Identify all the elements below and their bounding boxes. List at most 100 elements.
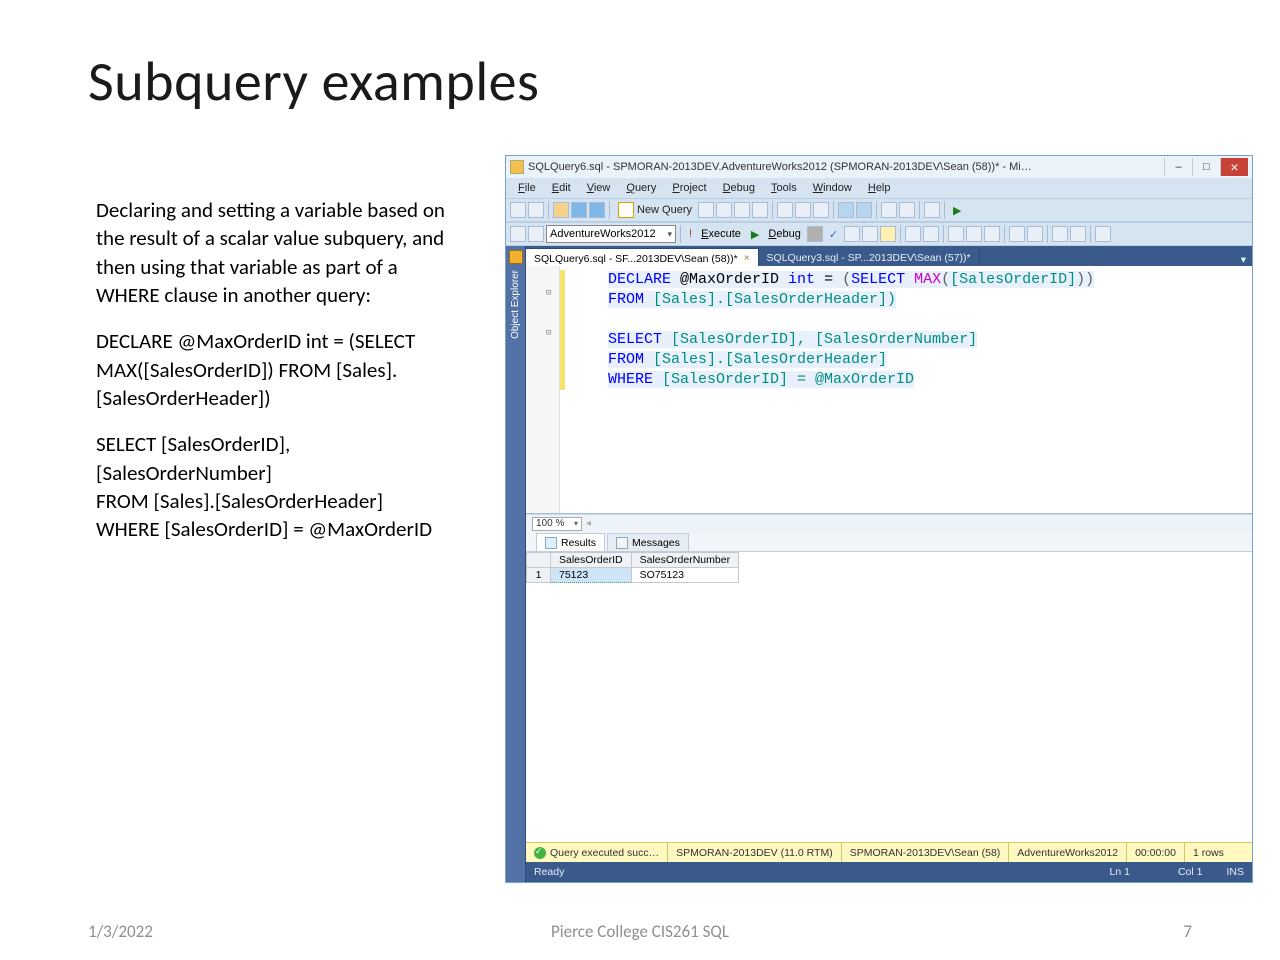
query-status-label: Query executed succ… (550, 847, 659, 859)
app-icon (510, 160, 524, 174)
menu-project[interactable]: Project (666, 180, 712, 196)
cell-salesorderid: 75123 (551, 568, 632, 583)
tb2-icon-i[interactable] (966, 226, 982, 242)
db-label: AdventureWorks2012 (1009, 843, 1127, 862)
database-combo[interactable]: AdventureWorks2012 (546, 225, 676, 243)
menu-view[interactable]: View (581, 180, 617, 196)
window-buttons (1164, 158, 1248, 176)
tb-redo-icon[interactable] (856, 202, 872, 218)
menu-edit[interactable]: Edit (546, 180, 577, 196)
tb2-icon-d[interactable] (862, 226, 878, 242)
query-status-strip: Query executed succ… SPMORAN-2013DEV (11… (526, 842, 1252, 862)
tab-results[interactable]: Results (536, 533, 605, 551)
database-label: AdventureWorks2012 (550, 228, 656, 240)
new-query-button[interactable]: New Query (614, 202, 696, 218)
table-row[interactable]: 1 75123 SO75123 (527, 568, 739, 583)
col-salesorderid[interactable]: SalesOrderID (551, 553, 632, 568)
execute-button[interactable]: ! Execute (685, 228, 745, 240)
tb-indent-icon[interactable] (1052, 226, 1068, 242)
tab-query3-label: SQLQuery3.sql - SP...2013DEV\Sean (57))* (767, 252, 971, 264)
intro-text: Declaring and setting a variable based o… (96, 196, 466, 309)
tb2-icon-f[interactable] (905, 226, 921, 242)
footer-course: Pierce College CIS261 SQL (551, 921, 729, 942)
tb2-icon-j[interactable] (984, 226, 1000, 242)
ssms-window: SQLQuery6.sql - SPMORAN-2013DEV.Adventur… (505, 155, 1253, 883)
tb-icon-e[interactable] (881, 202, 897, 218)
success-icon (534, 847, 546, 859)
tab-query3[interactable]: SQLQuery3.sql - SP...2013DEV\Sean (57))* (759, 248, 980, 266)
left-column: Declaring and setting a variable based o… (96, 196, 466, 562)
footer-page: 7 (1183, 921, 1192, 942)
tb-stop-icon[interactable] (807, 226, 823, 242)
menu-file[interactable]: File (512, 180, 542, 196)
tb2-icon-b[interactable] (528, 226, 544, 242)
grid-corner (527, 553, 551, 568)
tb-paste-icon[interactable] (813, 202, 829, 218)
tb2-icon-k[interactable] (1009, 226, 1025, 242)
debug-button[interactable]: ▶ Debug (747, 228, 805, 241)
menu-window[interactable]: Window (807, 180, 858, 196)
tab-query6-label: SQLQuery6.sql - SF...2013DEV\Sean (58))* (534, 253, 738, 265)
minimize-button[interactable] (1164, 158, 1192, 176)
menubar: File Edit View Query Project Debug Tools… (506, 178, 1252, 198)
tb2-icon-m[interactable] (1095, 226, 1111, 242)
tb2-icon-h[interactable] (948, 226, 964, 242)
zoom-value: 100 % (536, 518, 564, 529)
toolbar-2: AdventureWorks2012 ! Execute ▶ Debug ✓ (506, 222, 1252, 246)
tb-undo-icon[interactable] (838, 202, 854, 218)
tb2-icon-c[interactable] (844, 226, 860, 242)
results-table: SalesOrderID SalesOrderNumber 1 75123 SO… (526, 552, 739, 583)
zoom-combo[interactable]: 100 % (532, 517, 582, 531)
tb2-icon-e[interactable] (880, 226, 896, 242)
tb-icon-c[interactable] (734, 202, 750, 218)
tb-icon-b[interactable] (716, 202, 732, 218)
results-tabs: Results Messages (526, 532, 1252, 552)
tb-copy-icon[interactable] (795, 202, 811, 218)
outline-toggle-1[interactable]: ⊟ (546, 288, 551, 298)
change-marker (560, 270, 565, 390)
col-salesordernumber[interactable]: SalesOrderNumber (631, 553, 738, 568)
tb2-icon-a[interactable] (510, 226, 526, 242)
tb-start-icon[interactable]: ▶ (949, 204, 965, 217)
tb2-icon-l[interactable] (1027, 226, 1043, 242)
user-label: SPMORAN-2013DEV\Sean (58) (842, 843, 1010, 862)
tab-messages-label: Messages (632, 537, 680, 549)
sql-editor[interactable]: ⊟ ⊟ DECLARE @MaxOrderID int = (SELECT MA… (526, 266, 1252, 514)
status-col: Col 1 (1154, 866, 1227, 878)
query-status: Query executed succ… (526, 843, 668, 862)
code-block-1: DECLARE @MaxOrderID int = (SELECT MAX([S… (96, 327, 466, 412)
slide-footer: 1/3/2022 Pierce College CIS261 SQL 7 (0, 921, 1280, 942)
outline-toggle-2[interactable]: ⊟ (546, 328, 551, 338)
window-title: SQLQuery6.sql - SPMORAN-2013DEV.Adventur… (528, 161, 1032, 173)
close-button[interactable] (1220, 158, 1248, 176)
document-area: SQLQuery6.sql - SF...2013DEV\Sean (58))*… (526, 246, 1252, 882)
object-explorer-label: Object Explorer (510, 270, 521, 339)
workarea: Object Explorer SQLQuery6.sql - SF...201… (506, 246, 1252, 882)
results-grid[interactable]: SalesOrderID SalesOrderNumber 1 75123 SO… (526, 552, 1252, 842)
tb-cut-icon[interactable] (777, 202, 793, 218)
menu-query[interactable]: Query (620, 180, 662, 196)
menu-debug[interactable]: Debug (717, 180, 761, 196)
tb-new-project-icon[interactable] (510, 202, 526, 218)
maximize-button[interactable] (1192, 158, 1220, 176)
menu-tools[interactable]: Tools (765, 180, 803, 196)
tb-find-icon[interactable] (924, 202, 940, 218)
tab-messages[interactable]: Messages (607, 533, 689, 551)
status-bar: Ready Ln 1 Col 1 INS (526, 862, 1252, 882)
tab-close-icon[interactable]: × (744, 253, 750, 264)
tab-overflow-icon[interactable]: ▾ (1235, 254, 1252, 266)
titlebar: SQLQuery6.sql - SPMORAN-2013DEV.Adventur… (506, 156, 1252, 178)
menu-help[interactable]: Help (862, 180, 897, 196)
tb-icon-d[interactable] (752, 202, 768, 218)
tb2-icon-g[interactable] (923, 226, 939, 242)
tb-save-icon[interactable] (571, 202, 587, 218)
tb-icon-a[interactable] (698, 202, 714, 218)
object-explorer-panel[interactable]: Object Explorer (506, 246, 526, 882)
tb-outdent-icon[interactable] (1070, 226, 1086, 242)
tb-save-all-icon[interactable] (589, 202, 605, 218)
tb-open-file-icon[interactable] (553, 202, 569, 218)
tb-parse-icon[interactable]: ✓ (825, 228, 842, 241)
tab-query6[interactable]: SQLQuery6.sql - SF...2013DEV\Sean (58))*… (526, 248, 759, 266)
tb-icon-f[interactable] (899, 202, 915, 218)
tb-open-icon[interactable] (528, 202, 544, 218)
